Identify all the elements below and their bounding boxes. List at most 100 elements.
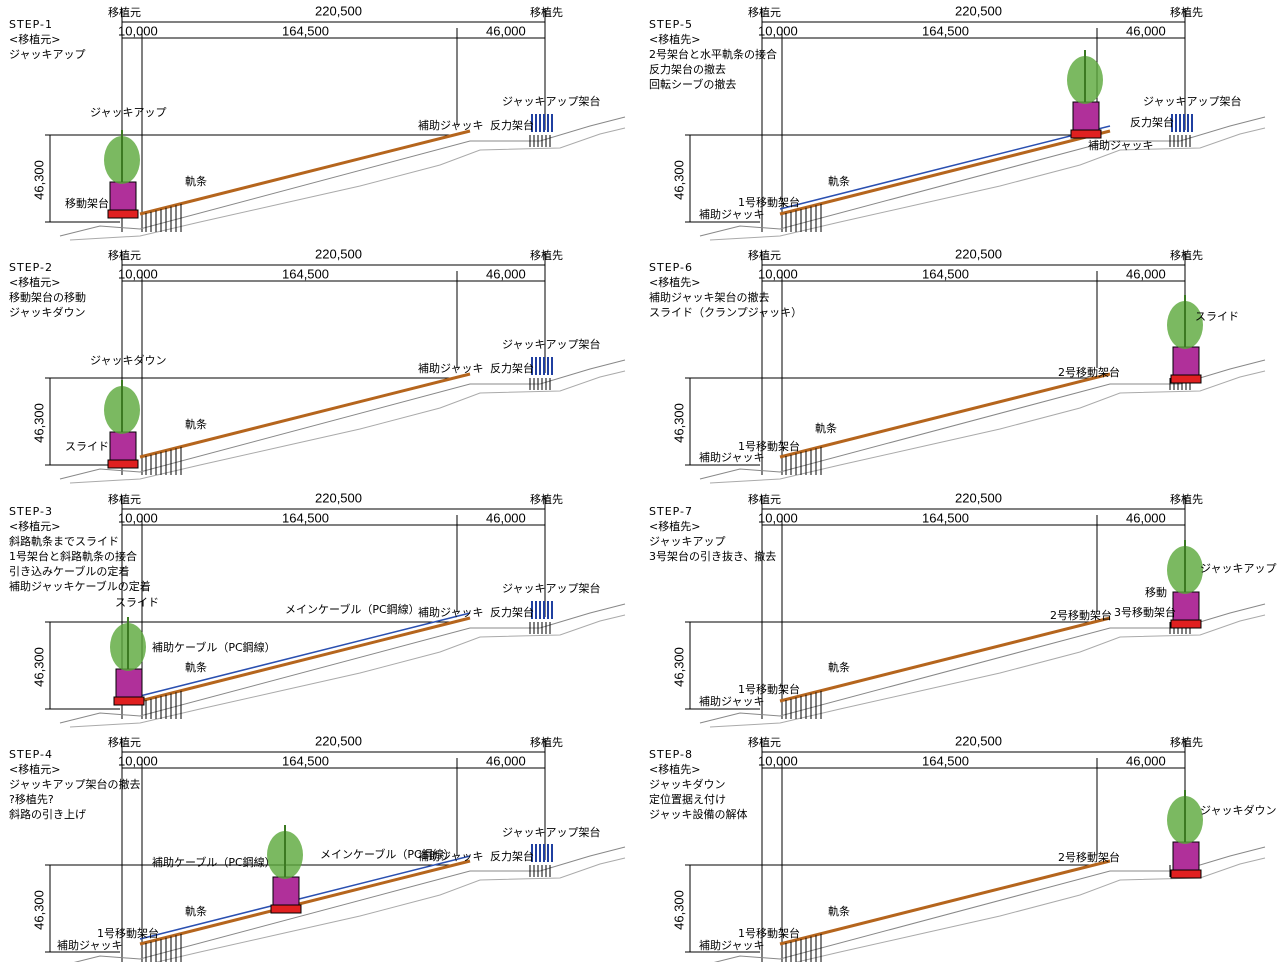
middle-dimension: 164,500 [282, 753, 329, 768]
step-text: STEP-1 [9, 18, 53, 31]
callout-label: 1号移動架台 [97, 926, 159, 940]
total-dimension: 220,500 [955, 246, 1002, 261]
callout-label: 軌条 [828, 904, 850, 918]
middle-dimension: 164,500 [282, 510, 329, 525]
origin-label: 移植元 [108, 248, 141, 262]
destination-label: 移植先 [1170, 492, 1203, 506]
step-text: STEP-5 [649, 18, 693, 31]
rail [780, 861, 1110, 944]
step-text: STEP-2 [9, 261, 53, 274]
callout-label: ジャッキアップ [90, 106, 166, 119]
callout-label: 軌条 [815, 421, 837, 435]
middle-dimension: 164,500 [922, 23, 969, 38]
callout-label: ジャッキダウン [1200, 803, 1276, 817]
step-panel: 移植元移植先220,50010,000164,50046,00046,300ST… [9, 733, 625, 962]
middle-dimension: 164,500 [282, 266, 329, 281]
rail [780, 374, 1110, 457]
right-dimension: 46,000 [486, 266, 526, 281]
origin-label: 移植元 [748, 492, 781, 506]
step-text: 補助ジャッキ架台の撤去 [649, 290, 769, 304]
total-dimension: 220,500 [315, 733, 362, 748]
height-dimension: 46,300 [31, 160, 46, 200]
step-text: <移植元> [9, 32, 60, 46]
cable [140, 613, 470, 696]
total-dimension: 220,500 [315, 490, 362, 505]
right-dimension: 46,000 [1126, 23, 1166, 38]
step-text: 3号架台の引き抜き、撤去 [649, 549, 776, 563]
total-dimension: 220,500 [315, 246, 362, 261]
step-text: ジャッキダウン [9, 305, 85, 319]
left-dimension: 10,000 [758, 510, 798, 525]
step-text: ジャッキ設備の解体 [649, 807, 747, 821]
step-text: <移植先> [649, 519, 700, 533]
callout-label: 1号移動架台 [738, 195, 800, 209]
step-text: STEP-3 [9, 505, 53, 518]
callout-label: 反力架台 [490, 605, 534, 619]
callout-label: ジャッキアップ架台 [502, 94, 600, 108]
middle-dimension: 164,500 [922, 753, 969, 768]
callout-label: 反力架台 [490, 118, 534, 132]
callout-label: 補助ジャッキ [418, 361, 483, 375]
transport-cart [108, 210, 138, 218]
callout-label: 3号移動架台 [1114, 605, 1176, 619]
callout-label: ジャッキダウン [90, 353, 166, 367]
callout-label: 移動 [1145, 585, 1167, 599]
callout-label: スライド [1195, 310, 1239, 323]
height-dimension: 46,300 [31, 890, 46, 930]
callout-label: 軌条 [185, 904, 207, 918]
step-text: STEP-4 [9, 748, 53, 761]
diagram: 移植元移植先220,50010,000164,50046,00046,300ST… [0, 0, 1282, 962]
step-text: 引き込みケーブルの定着 [9, 564, 129, 578]
destination-label: 移植先 [530, 735, 563, 749]
step-panel: 移植元移植先220,50010,000164,50046,00046,300ST… [649, 733, 1276, 962]
callout-label: 補助ジャッキ [418, 849, 483, 863]
callout-label: 補助ジャッキ [699, 938, 764, 952]
step-text: STEP-7 [649, 505, 693, 518]
right-dimension: 46,000 [1126, 510, 1166, 525]
destination-label: 移植先 [530, 492, 563, 506]
middle-dimension: 164,500 [922, 510, 969, 525]
step-panel: 移植元移植先220,50010,000164,50046,00046,300ST… [649, 246, 1265, 483]
right-dimension: 46,000 [486, 23, 526, 38]
origin-label: 移植元 [748, 248, 781, 262]
transport-cart [1171, 375, 1201, 383]
transport-cart [1171, 620, 1201, 628]
destination-label: 移植先 [1170, 248, 1203, 262]
rail [140, 374, 470, 457]
callout-label: メインケーブル（PC鋼線） [285, 602, 420, 616]
callout-label: 補助ジャッキ [699, 207, 764, 221]
left-dimension: 10,000 [758, 753, 798, 768]
step-panel: 移植元移植先220,50010,000164,50046,00046,300ST… [9, 490, 625, 727]
callout-label: 軌条 [185, 660, 207, 674]
ground [60, 847, 625, 962]
transport-cart [1071, 130, 1101, 138]
right-dimension: 46,000 [486, 510, 526, 525]
root-ball [110, 182, 136, 210]
step-text: <移植先> [649, 32, 700, 46]
step-text: STEP-8 [649, 748, 693, 761]
total-dimension: 220,500 [955, 3, 1002, 18]
step-text: <移植元> [9, 762, 60, 776]
height-dimension: 46,300 [31, 403, 46, 443]
rail [140, 861, 470, 944]
step-text: 補助ジャッキケーブルの定着 [9, 579, 151, 593]
height-dimension: 46,300 [671, 160, 686, 200]
callout-label: 補助ジャッキ [699, 450, 764, 464]
root-ball [1173, 347, 1199, 375]
total-dimension: 220,500 [955, 733, 1002, 748]
middle-dimension: 164,500 [282, 23, 329, 38]
root-ball [273, 877, 299, 905]
step-panel: 移植元移植先220,50010,000164,50046,00046,300ST… [649, 490, 1276, 727]
transport-cart [114, 697, 144, 705]
rail [780, 131, 1110, 214]
callout-label: 移動架台 [65, 196, 109, 210]
step-text: 反力架台の撤去 [649, 62, 726, 76]
origin-label: 移植元 [748, 5, 781, 19]
callout-label: スライド [65, 440, 109, 453]
step-text: <移植元> [9, 519, 60, 533]
right-dimension: 46,000 [1126, 266, 1166, 281]
middle-dimension: 164,500 [922, 266, 969, 281]
callout-label: ジャッキアップ架台 [1143, 94, 1241, 108]
transport-cart [1171, 870, 1201, 878]
callout-label: 補助ジャッキ [57, 938, 122, 952]
